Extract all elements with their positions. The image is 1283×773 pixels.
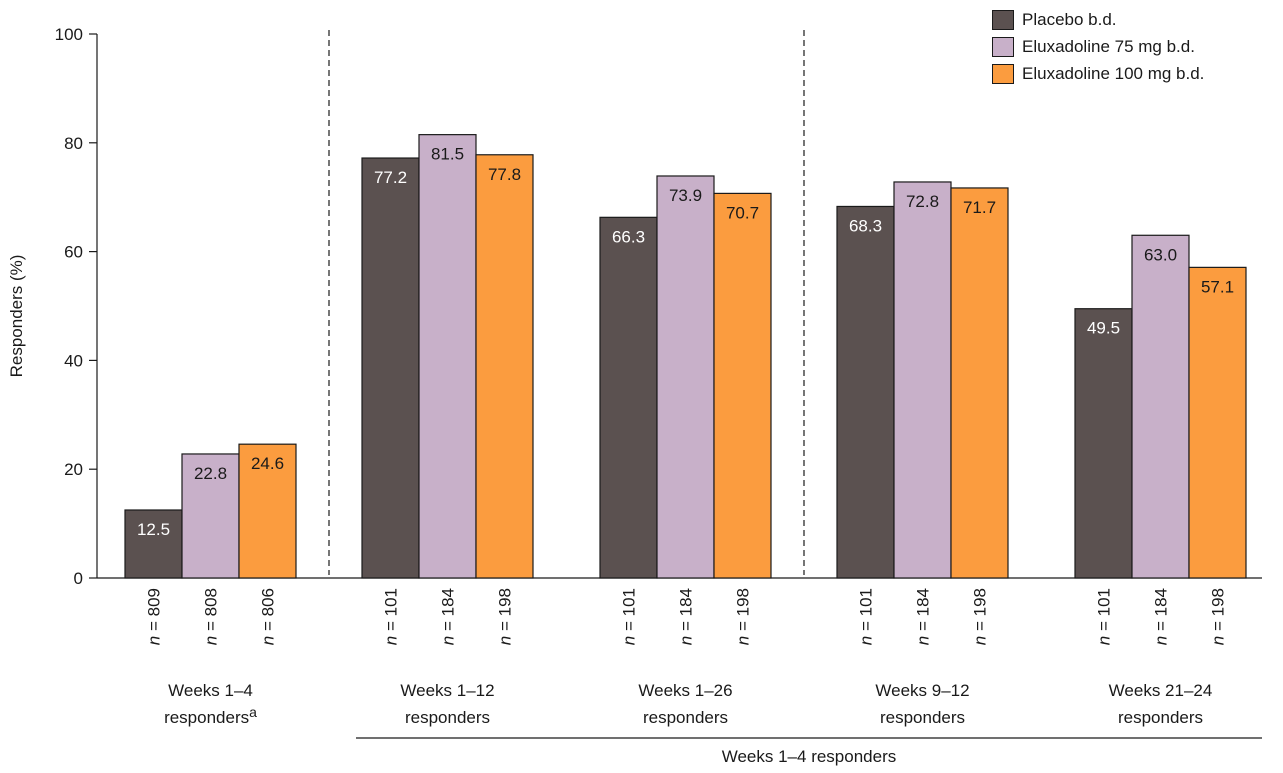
legend-item: Eluxadoline 100 mg b.d. (992, 60, 1204, 87)
bar-value-label: 77.8 (488, 165, 521, 184)
legend-swatch (992, 9, 1014, 30)
n-label: n = 184 (677, 588, 696, 645)
bar (893, 181, 952, 579)
bar (1188, 266, 1247, 579)
bracket-label: Weeks 1–4 responders (722, 747, 897, 766)
n-label: n = 101 (382, 588, 401, 645)
n-label: n = 198 (734, 588, 753, 645)
bar (656, 175, 715, 579)
y-tick-label: 80 (64, 134, 83, 153)
bar-value-label: 73.9 (669, 186, 702, 205)
bar (418, 134, 477, 579)
y-tick-label: 100 (55, 25, 83, 44)
n-label: n = 198 (971, 588, 990, 645)
legend-label: Placebo b.d. (1022, 9, 1117, 29)
bar (238, 443, 297, 579)
group-label-line1: Weeks 9–12 (875, 681, 969, 700)
bar (713, 192, 772, 579)
group-label-line1: Weeks 1–26 (638, 681, 732, 700)
bar (181, 453, 240, 579)
bar-value-label: 71.7 (963, 198, 996, 217)
y-tick-label: 20 (64, 460, 83, 479)
group-label-line2: respondersa (164, 704, 257, 727)
legend-item: Placebo b.d. (992, 6, 1204, 33)
group-label-line2: responders (405, 708, 490, 727)
n-label: n = 101 (620, 588, 639, 645)
group-label-line2: responders (1118, 708, 1203, 727)
bar-value-label: 66.3 (612, 227, 645, 246)
bar-value-label: 22.8 (194, 464, 227, 483)
bar (1131, 234, 1190, 579)
n-label: n = 198 (496, 588, 515, 645)
bar (836, 205, 895, 579)
y-tick-label: 0 (74, 569, 83, 588)
bar-value-label: 70.7 (726, 203, 759, 222)
bar-value-label: 81.5 (431, 145, 464, 164)
legend-item: Eluxadoline 75 mg b.d. (992, 33, 1204, 60)
n-label: n = 101 (857, 588, 876, 645)
bar-value-label: 63.0 (1144, 245, 1177, 264)
y-tick-label: 40 (64, 351, 83, 370)
legend-label: Eluxadoline 75 mg b.d. (1022, 36, 1195, 56)
legend-swatch (992, 36, 1014, 57)
group-label-line1: Weeks 1–4 (168, 681, 253, 700)
n-label: n = 198 (1209, 588, 1228, 645)
legend-label: Eluxadoline 100 mg b.d. (1022, 63, 1205, 83)
group-label-line1: Weeks 21–24 (1109, 681, 1213, 700)
n-label: n = 808 (202, 588, 221, 645)
bar-value-label: 57.1 (1201, 277, 1234, 296)
group-label-line1: Weeks 1–12 (400, 681, 494, 700)
bar-value-label: 77.2 (374, 168, 407, 187)
n-label: n = 184 (439, 588, 458, 645)
n-label: n = 806 (259, 588, 278, 645)
n-label: n = 101 (1095, 588, 1114, 645)
legend-swatch (992, 63, 1014, 84)
group-label-line2: responders (643, 708, 728, 727)
bar-value-label: 12.5 (137, 520, 170, 539)
bar (599, 216, 658, 579)
bar (361, 157, 420, 579)
group-label-line2: responders (880, 708, 965, 727)
bar-value-label: 72.8 (906, 192, 939, 211)
bar (950, 187, 1009, 579)
bar-value-label: 24.6 (251, 454, 284, 473)
bar (1074, 308, 1133, 579)
bar-value-label: 68.3 (849, 216, 882, 235)
y-axis-label: Responders (%) (7, 255, 26, 378)
y-tick-label: 60 (64, 243, 83, 262)
n-label: n = 184 (1152, 588, 1171, 645)
bar-value-label: 49.5 (1087, 319, 1120, 338)
n-label: n = 184 (914, 588, 933, 645)
legend: Placebo b.d. Eluxadoline 75 mg b.d. Eluxad… (992, 6, 1204, 87)
bar (475, 154, 534, 579)
n-label: n = 809 (145, 588, 164, 645)
